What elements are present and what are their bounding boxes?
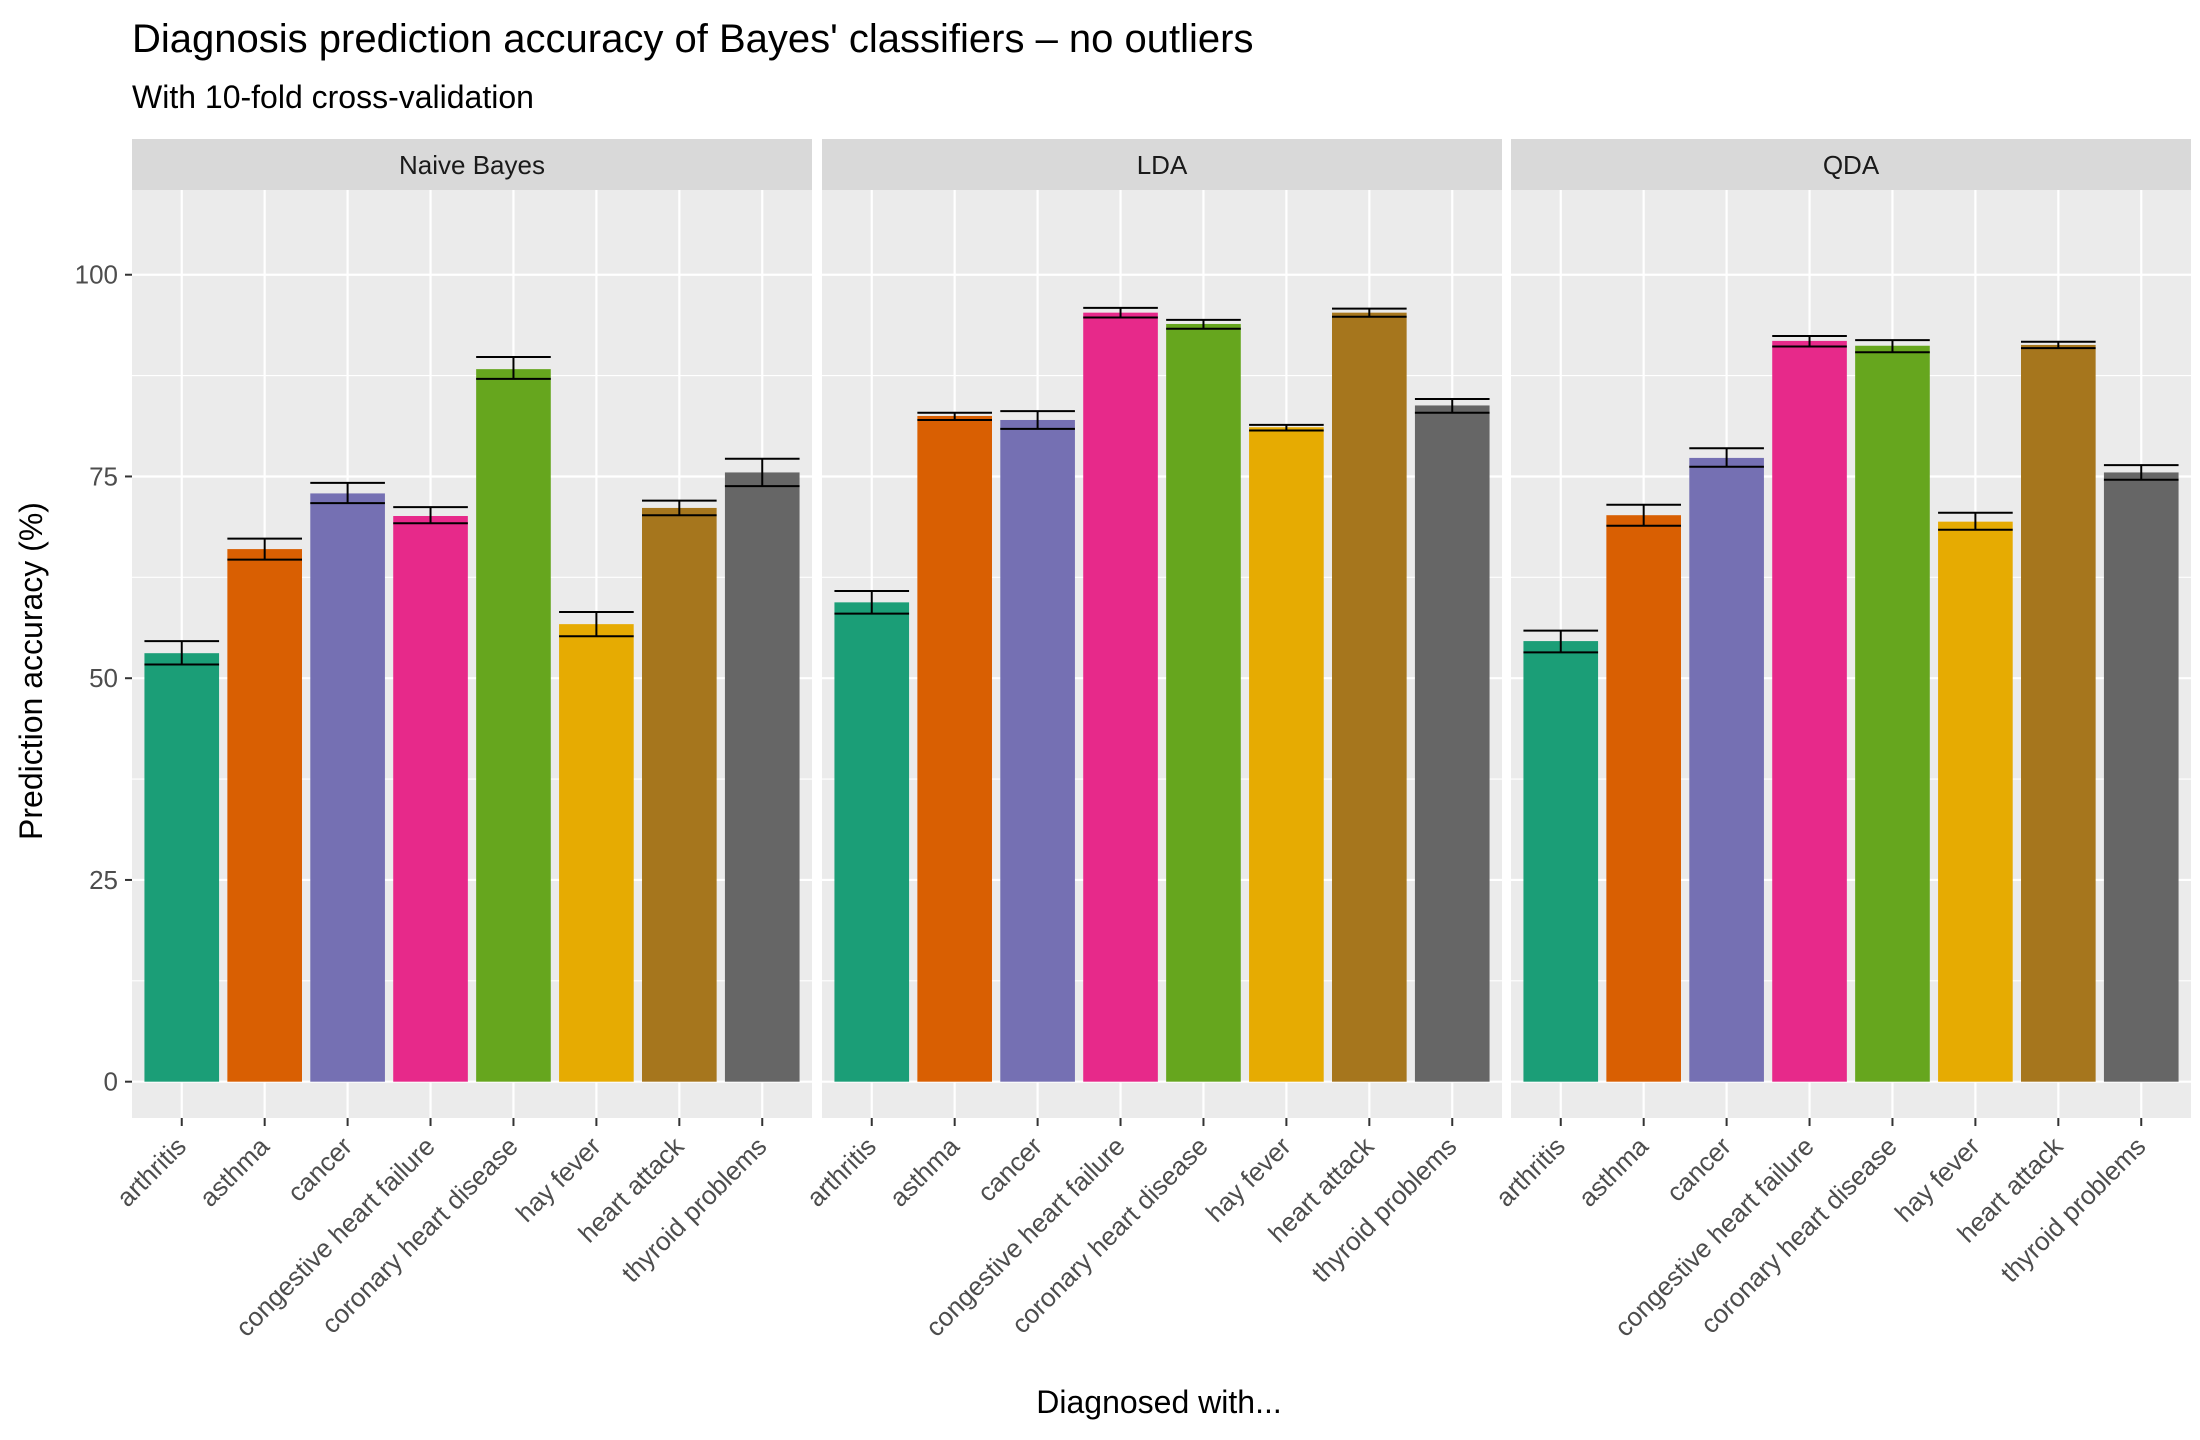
error-bar	[1083, 306, 1158, 319]
bar	[1249, 427, 1324, 1082]
error-bar	[1166, 318, 1241, 330]
bar	[1855, 345, 1930, 1082]
error-bar	[1523, 629, 1599, 654]
error-bar	[1938, 511, 2013, 531]
chart-title: Diagnosis prediction accuracy of Bayes' …	[132, 17, 1253, 61]
x-tick-label: thyroid problems	[615, 1131, 772, 1288]
error-bar	[642, 499, 717, 517]
error-bar	[1772, 335, 1847, 348]
facet-strip	[1511, 139, 2191, 190]
error-bar	[1000, 410, 1075, 430]
y-tick-label: 0	[104, 1067, 118, 1097]
bar	[476, 369, 551, 1082]
bar	[1083, 312, 1158, 1082]
error-bar	[476, 356, 551, 380]
x-tick-label: arthritis	[801, 1131, 882, 1212]
bar	[1414, 405, 1490, 1082]
y-tick-label: 100	[75, 260, 118, 290]
bar	[1000, 419, 1075, 1082]
y-tick-label: 50	[89, 663, 118, 693]
error-bar	[1332, 307, 1407, 318]
error-bar	[310, 481, 385, 505]
bar	[2021, 344, 2096, 1082]
y-axis: 0 25 50 75 100	[75, 260, 132, 1097]
bar	[1523, 641, 1599, 1082]
error-bar	[724, 457, 800, 488]
error-bar	[144, 640, 220, 666]
facet-strip-label: QDA	[1823, 150, 1880, 180]
x-tick-label: cancer	[281, 1131, 358, 1208]
bar	[834, 602, 910, 1082]
x-tick-label: asthma	[193, 1131, 275, 1213]
error-bar	[1249, 423, 1324, 432]
y-tick-label: 25	[89, 865, 118, 895]
facet-strip-label: Naive Bayes	[399, 150, 545, 180]
bar	[2103, 472, 2179, 1082]
bar	[642, 507, 717, 1082]
facet-strip	[132, 139, 812, 190]
y-tick-label: 75	[89, 461, 118, 491]
bar	[1166, 323, 1241, 1082]
x-tick-label: asthma	[883, 1131, 965, 1213]
error-bar	[2103, 464, 2179, 481]
bar	[917, 415, 992, 1082]
bar	[1938, 521, 2013, 1082]
facet-strip	[822, 139, 1502, 190]
bar	[724, 472, 800, 1082]
x-tick-label: cancer	[1660, 1131, 1737, 1208]
x-tick-label: thyroid problems	[1994, 1131, 2151, 1288]
bar	[559, 624, 634, 1082]
error-bar	[1689, 447, 1764, 468]
chart-subtitle: With 10-fold cross-validation	[132, 79, 534, 115]
error-bar	[393, 506, 468, 525]
error-bar	[2021, 340, 2096, 350]
error-bar	[917, 411, 992, 421]
bar	[393, 516, 468, 1082]
error-bar	[227, 537, 302, 561]
error-bar	[834, 590, 910, 615]
facet-strip-label: LDA	[1137, 150, 1188, 180]
y-axis-title: Prediction accuracy (%)	[13, 502, 49, 840]
x-tick-label: arthritis	[1490, 1131, 1571, 1212]
error-bar	[1606, 503, 1681, 527]
error-bar	[1414, 398, 1490, 414]
bar	[1689, 457, 1764, 1082]
x-tick-label: arthritis	[111, 1131, 192, 1212]
bar	[310, 493, 385, 1082]
bar	[1332, 312, 1407, 1082]
x-axis-title: Diagnosed with...	[1036, 1384, 1281, 1420]
bar	[227, 549, 302, 1082]
error-bar	[559, 611, 634, 638]
x-tick-label: cancer	[971, 1131, 1048, 1208]
bar	[1606, 515, 1681, 1082]
x-tick-label: asthma	[1572, 1131, 1654, 1213]
bar	[1772, 340, 1847, 1082]
x-tick-label: thyroid problems	[1305, 1131, 1462, 1288]
bar	[144, 653, 220, 1082]
error-bar	[1855, 339, 1930, 354]
